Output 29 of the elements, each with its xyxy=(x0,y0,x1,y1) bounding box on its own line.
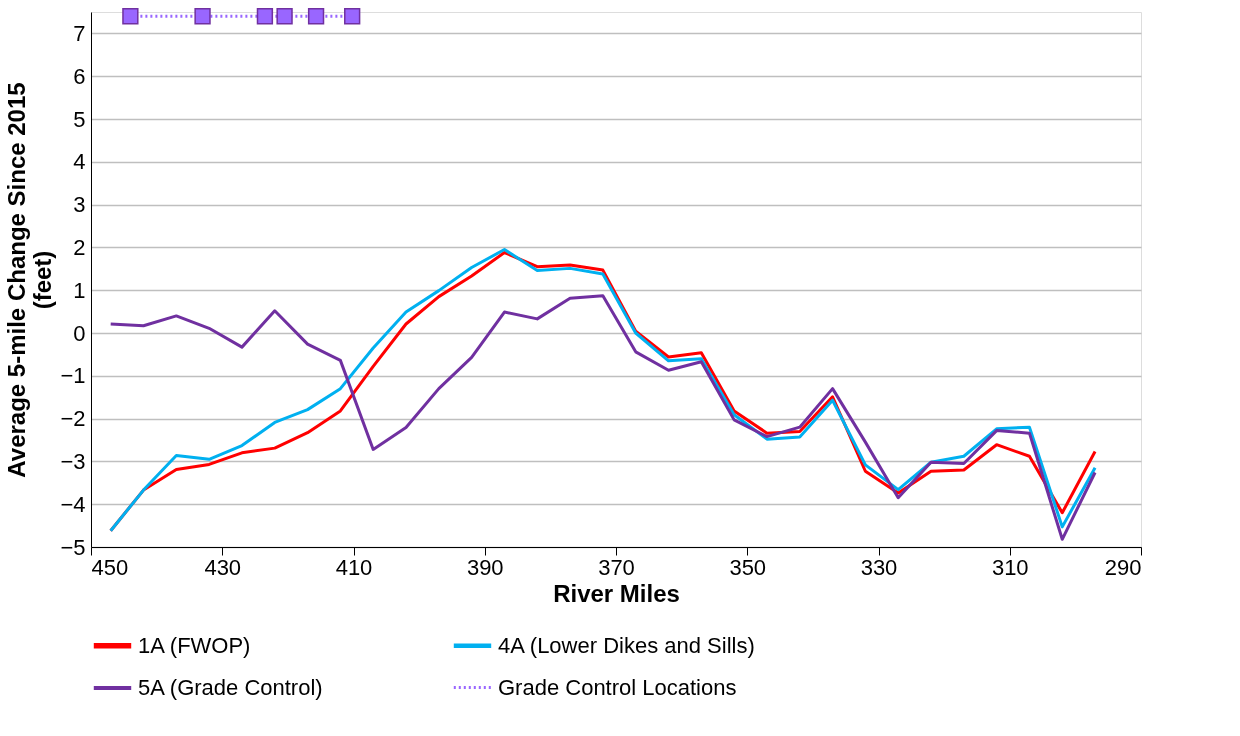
y-tick-label: −3 xyxy=(60,448,86,474)
y-tick-label: 1 xyxy=(73,277,86,303)
y-tick-label: 2 xyxy=(73,234,86,260)
x-tick-label: 350 xyxy=(729,554,767,580)
y-tick-label: 7 xyxy=(73,20,86,46)
x-axis-title: River Miles xyxy=(553,579,680,607)
legend-label: 5A (Grade Control) xyxy=(138,675,323,700)
legend-label: Grade Control Locations xyxy=(498,674,737,700)
x-tick-label: 330 xyxy=(860,554,898,580)
y-tick-label: 5 xyxy=(73,106,86,132)
y-tick-label: −4 xyxy=(60,491,86,517)
x-tick-label: 370 xyxy=(598,554,635,580)
y-tick-label: 3 xyxy=(73,192,86,218)
y-tick-label: 4 xyxy=(73,149,86,175)
x-tick-label: 290 xyxy=(1104,554,1142,580)
y-tick-label: 0 xyxy=(73,320,86,346)
legend-label: 1A (FWOP) xyxy=(138,632,251,658)
line-series xyxy=(109,294,1097,541)
x-tick-label: 310 xyxy=(991,554,1029,580)
y-tick-label: −1 xyxy=(60,363,86,389)
legend-label: 4A (Lower Dikes and Sills) xyxy=(498,632,755,658)
y-tick-label: −5 xyxy=(60,534,86,560)
x-tick-label: 430 xyxy=(204,554,242,580)
y-axis-title: Average 5-mile Change Since 2015 (feet) xyxy=(3,82,57,478)
y-tick-label: −2 xyxy=(60,406,86,432)
x-tick-label: 390 xyxy=(466,554,504,580)
x-tick-label: 450 xyxy=(91,554,129,580)
x-tick-label: 410 xyxy=(335,554,373,580)
y-tick-label: 6 xyxy=(73,63,86,89)
